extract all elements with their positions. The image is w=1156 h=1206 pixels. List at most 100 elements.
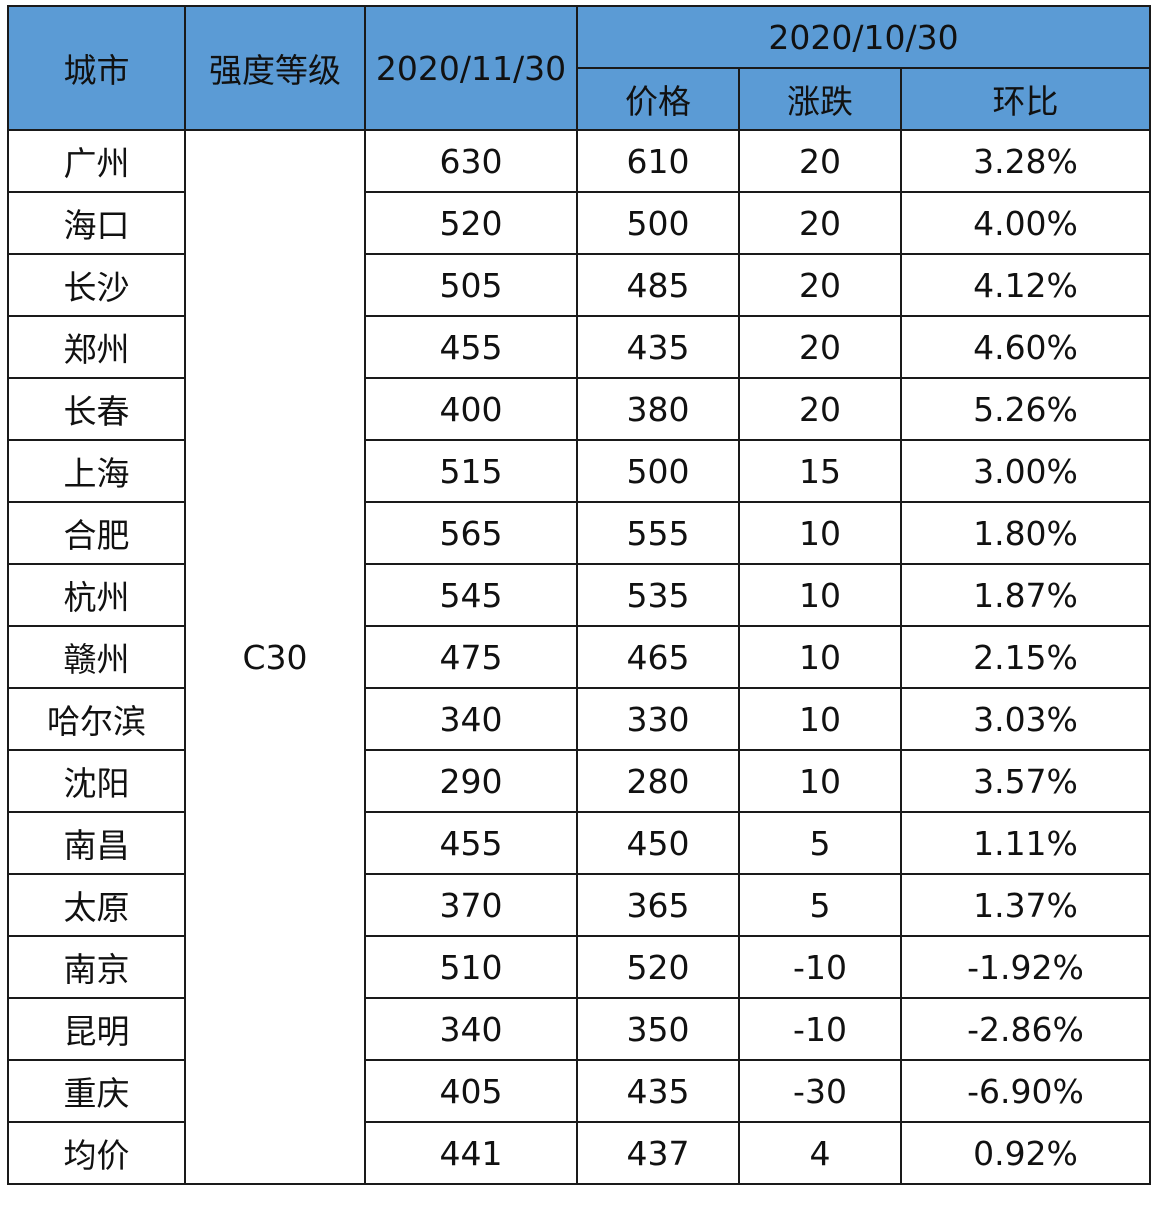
change-cell: 10 — [738, 501, 902, 565]
ratio-cell: 3.57% — [899, 749, 1152, 813]
current-price-cell: 520 — [364, 191, 578, 255]
table-header: 城市 强度等级 2020/11/30 2020/10/30 价格 涨跌 环比 — [7, 5, 1152, 131]
ratio-cell: 1.37% — [899, 873, 1152, 937]
current-price-cell: 405 — [364, 1059, 578, 1123]
ratio-cell: -6.90% — [899, 1059, 1152, 1123]
prev-price-cell: 555 — [576, 501, 740, 565]
header-change: 涨跌 — [738, 67, 902, 131]
current-price-cell: 505 — [364, 253, 578, 317]
change-cell: 10 — [738, 563, 902, 627]
city-cell: 南京 — [7, 935, 186, 999]
city-cell: 杭州 — [7, 563, 186, 627]
city-cell: 合肥 — [7, 501, 186, 565]
prev-price-cell: 380 — [576, 377, 740, 441]
city-cell: 南昌 — [7, 811, 186, 875]
city-cell: 郑州 — [7, 315, 186, 379]
ratio-cell: 1.80% — [899, 501, 1152, 565]
table-row: 广州 C30 630 610 20 3.28% — [7, 129, 1152, 1185]
header-row-sub: 价格 涨跌 环比 — [8, 67, 1152, 131]
change-cell: 20 — [738, 315, 902, 379]
prev-price-cell: 365 — [576, 873, 740, 937]
prev-price-cell: 450 — [576, 811, 740, 875]
table-row: 昆明 340 350 -10 -2.86% — [7, 997, 1152, 1061]
city-cell: 太原 — [7, 873, 186, 937]
table-row: 上海 515 500 15 3.00% — [7, 439, 1152, 503]
prev-price-cell: 500 — [576, 191, 740, 255]
prev-price-cell: 330 — [576, 687, 740, 751]
table-row: 沈阳 290 280 10 3.57% — [7, 749, 1152, 813]
prev-price-cell: 437 — [576, 1121, 740, 1185]
change-cell: 15 — [738, 439, 902, 503]
current-price-cell: 290 — [364, 749, 578, 813]
prev-price-cell: 500 — [576, 439, 740, 503]
table-row: 哈尔滨 340 330 10 3.03% — [7, 687, 1152, 751]
change-cell: 5 — [738, 873, 902, 937]
city-cell: 长沙 — [7, 253, 186, 317]
change-cell: -10 — [738, 935, 902, 999]
header-row-top: 城市 强度等级 2020/11/30 2020/10/30 — [7, 5, 1152, 131]
table-row: 合肥 565 555 10 1.80% — [7, 501, 1152, 565]
ratio-cell: 4.00% — [899, 191, 1152, 255]
table-row: 郑州 455 435 20 4.60% — [7, 315, 1152, 379]
current-price-cell: 370 — [364, 873, 578, 937]
prev-price-cell: 350 — [576, 997, 740, 1061]
city-cell: 广州 — [7, 129, 186, 193]
table-row: 长沙 505 485 20 4.12% — [7, 253, 1152, 317]
city-cell: 昆明 — [7, 997, 186, 1061]
prev-price-cell: 435 — [576, 315, 740, 379]
table-row: 太原 370 365 5 1.37% — [7, 873, 1152, 937]
table-row: 杭州 545 535 10 1.87% — [7, 563, 1152, 627]
city-cell: 海口 — [7, 191, 186, 255]
change-cell: 20 — [738, 377, 902, 441]
table-body: 广州 C30 630 610 20 3.28% 海口 520 500 20 4.00% 长沙 505 48… — [7, 129, 1152, 1185]
current-price-cell: 455 — [364, 315, 578, 379]
prev-price-cell: 465 — [576, 625, 740, 689]
city-cell: 长春 — [7, 377, 186, 441]
table-row: 长春 400 380 20 5.26% — [7, 377, 1152, 441]
ratio-cell: 5.26% — [899, 377, 1152, 441]
table-row: 赣州 475 465 10 2.15% — [7, 625, 1152, 689]
table-row: 海口 520 500 20 4.00% — [7, 191, 1152, 255]
city-cell: 沈阳 — [7, 749, 186, 813]
ratio-cell: -1.92% — [899, 935, 1152, 999]
current-price-cell: 340 — [364, 687, 578, 751]
current-price-cell: 475 — [364, 625, 578, 689]
prev-price-cell: 535 — [576, 563, 740, 627]
ratio-cell: -2.86% — [899, 997, 1152, 1061]
change-cell: 10 — [738, 625, 902, 689]
change-cell: 4 — [738, 1121, 902, 1185]
prev-price-cell: 435 — [576, 1059, 740, 1123]
change-cell: 10 — [738, 687, 902, 751]
header-ratio: 环比 — [899, 67, 1152, 131]
header-grade: 强度等级 — [184, 5, 366, 131]
ratio-cell: 1.87% — [899, 563, 1152, 627]
ratio-cell: 2.15% — [899, 625, 1152, 689]
ratio-cell: 4.12% — [899, 253, 1152, 317]
prev-price-cell: 485 — [576, 253, 740, 317]
ratio-cell: 3.00% — [899, 439, 1152, 503]
table-row: 南昌 455 450 5 1.11% — [7, 811, 1152, 875]
header-prev-date: 2020/10/30 — [575, 5, 1152, 69]
ratio-cell: 0.92% — [899, 1121, 1152, 1185]
ratio-cell: 3.03% — [899, 687, 1152, 751]
current-price-cell: 340 — [364, 997, 578, 1061]
ratio-cell: 4.60% — [899, 315, 1152, 379]
prev-price-cell: 280 — [576, 749, 740, 813]
grade-cell: C30 — [184, 129, 366, 1185]
city-cell: 上海 — [7, 439, 186, 503]
current-price-cell: 545 — [364, 563, 578, 627]
change-cell: -30 — [738, 1059, 902, 1123]
city-cell: 重庆 — [7, 1059, 186, 1123]
ratio-cell: 1.11% — [899, 811, 1152, 875]
change-cell: 20 — [738, 253, 902, 317]
city-cell: 赣州 — [7, 625, 186, 689]
ratio-cell: 3.28% — [899, 129, 1152, 193]
prev-price-cell: 610 — [576, 129, 740, 193]
change-cell: 5 — [738, 811, 902, 875]
header-price: 价格 — [576, 67, 740, 131]
current-price-cell: 565 — [364, 501, 578, 565]
current-price-cell: 515 — [364, 439, 578, 503]
city-cell: 均价 — [7, 1121, 186, 1185]
city-cell: 哈尔滨 — [7, 687, 186, 751]
price-table: 城市 强度等级 2020/11/30 2020/10/30 价格 涨跌 环比 广… — [7, 5, 1152, 1185]
